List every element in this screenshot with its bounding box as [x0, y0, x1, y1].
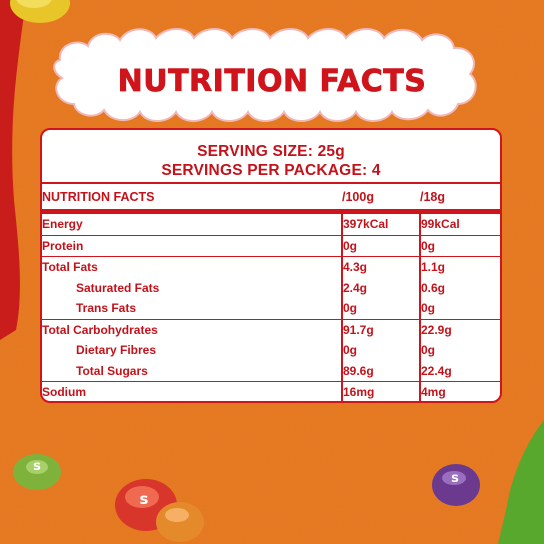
- serving-size: SERVING SIZE: 25g: [197, 143, 345, 160]
- value-per-18g: 0g: [419, 234, 500, 257]
- value-per-100g: 16mg: [341, 381, 420, 401]
- value-per-100g: 0g: [341, 340, 420, 361]
- green-wave-right: [498, 420, 544, 544]
- header-per-18g: /18g: [420, 189, 446, 204]
- svg-text:s: s: [451, 471, 459, 486]
- candy-orange: [156, 502, 204, 542]
- nutrient-name: Protein: [42, 234, 342, 257]
- table-row: Trans Fats 0g 0g: [42, 298, 500, 319]
- value-per-18g: 0g: [419, 298, 500, 319]
- header-per-100g: /100g: [342, 189, 374, 204]
- value-per-100g: 0g: [341, 234, 420, 257]
- value-per-18g: 22.9g: [419, 318, 500, 340]
- header-nutrition-facts: NUTRITION FACTS: [42, 189, 155, 204]
- value-per-18g: 4mg: [419, 381, 500, 401]
- table-row: Total Carbohydrates 91.7g 22.9g: [42, 318, 500, 340]
- table-row: Dietary Fibres 0g 0g: [42, 340, 500, 361]
- nutrient-name: Dietary Fibres: [76, 343, 157, 358]
- red-wave-left: [0, 0, 26, 340]
- table-header-row: NUTRITION FACTS /100g /18g: [42, 183, 500, 212]
- value-per-18g: 1.1g: [419, 256, 500, 278]
- nutrient-name: Energy: [42, 217, 83, 232]
- table-row: Sodium 16mg 4mg: [42, 381, 500, 401]
- candy-green-s: s: [13, 454, 61, 490]
- nutrient-name: Total Carbohydrates: [42, 318, 342, 340]
- table-row: Saturated Fats 2.4g 0.6g: [42, 277, 500, 298]
- value-per-18g: 0g: [419, 340, 500, 361]
- table-row: Total Sugars 89.6g 22.4g: [42, 360, 500, 382]
- value-per-18g: 0.6g: [419, 277, 500, 298]
- svg-text:s: s: [140, 490, 149, 508]
- value-per-100g: 0g: [341, 298, 420, 319]
- table-row: Energy 397kCal 99kCal: [42, 211, 500, 235]
- value-per-100g: 4.3g: [341, 256, 420, 278]
- value-per-100g: 397kCal: [341, 211, 420, 235]
- table-row: Protein 0g 0g: [42, 234, 500, 257]
- serving-info: SERVING SIZE: 25g SERVINGS PER PACKAGE: …: [42, 130, 500, 182]
- page-title: NUTRITION FACTS: [117, 64, 427, 100]
- candy-yellow-top: [10, 0, 70, 23]
- table-row: Total Fats 4.3g 1.1g: [42, 256, 500, 278]
- value-per-18g: 22.4g: [419, 360, 500, 382]
- nutrient-name: Total Fats: [42, 256, 342, 278]
- nutrient-name: Saturated Fats: [76, 280, 160, 295]
- value-per-100g: 2.4g: [341, 277, 420, 298]
- cloud-banner: [53, 28, 477, 122]
- value-per-100g: 91.7g: [341, 318, 420, 340]
- value-per-18g: 99kCal: [419, 211, 500, 235]
- svg-text:s: s: [33, 459, 41, 474]
- nutrient-name: Total Sugars: [76, 363, 148, 378]
- nutrient-name: Sodium: [42, 381, 342, 401]
- candy-purple-s: s: [432, 464, 480, 506]
- nutrition-label-panel: SERVING SIZE: 25g SERVINGS PER PACKAGE: …: [40, 128, 502, 403]
- value-per-100g: 89.6g: [341, 360, 420, 382]
- servings-per-package: SERVINGS PER PACKAGE: 4: [161, 162, 381, 179]
- nutrient-name: Trans Fats: [76, 301, 137, 316]
- nutrition-table: NUTRITION FACTS /100g /18g Energy 397kCa…: [42, 182, 500, 401]
